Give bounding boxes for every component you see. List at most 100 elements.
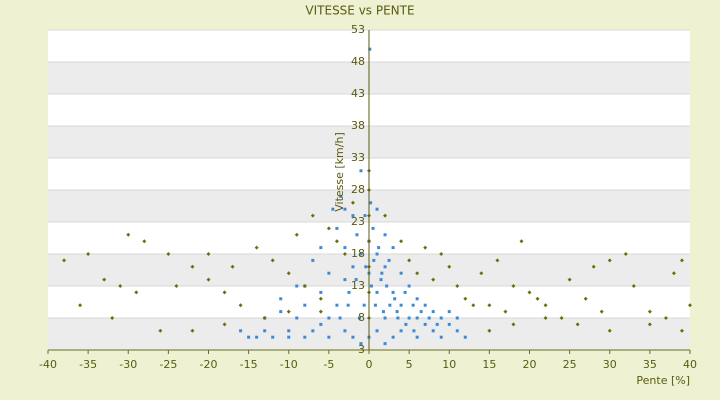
point <box>463 335 467 339</box>
point <box>404 322 408 326</box>
point <box>393 297 397 301</box>
point <box>270 258 275 263</box>
point <box>230 264 235 269</box>
point <box>295 316 299 320</box>
x-tick-label: 0 <box>366 358 373 371</box>
point <box>495 258 500 263</box>
point <box>327 271 331 275</box>
point <box>354 278 358 282</box>
point <box>415 316 419 320</box>
point <box>519 239 524 244</box>
point <box>363 214 367 218</box>
point <box>419 310 423 314</box>
y-tick-label: 8 <box>358 311 365 324</box>
point <box>343 207 347 211</box>
point <box>583 296 588 301</box>
point <box>487 303 492 308</box>
point <box>511 322 516 327</box>
point <box>527 290 532 295</box>
point <box>286 309 291 314</box>
point <box>591 264 596 269</box>
point <box>311 258 315 262</box>
point <box>287 335 291 339</box>
point <box>86 252 91 256</box>
point <box>343 246 347 250</box>
point <box>373 303 377 307</box>
point <box>403 290 407 294</box>
point <box>318 296 323 301</box>
y-tick-label: 13 <box>351 279 365 292</box>
point <box>423 303 427 307</box>
point <box>383 213 388 218</box>
point <box>110 316 115 320</box>
point <box>407 258 412 263</box>
point <box>206 252 211 256</box>
point <box>310 213 315 218</box>
point <box>380 271 384 275</box>
x-tick-label: -10 <box>280 358 298 371</box>
y-tick-label: 43 <box>351 87 365 100</box>
x-tick-label: 20 <box>523 358 537 371</box>
point <box>671 271 676 276</box>
x-tick-label: 25 <box>563 358 577 371</box>
point <box>279 310 283 314</box>
point <box>335 303 339 307</box>
point <box>383 316 387 320</box>
point <box>439 316 443 320</box>
point <box>368 47 372 51</box>
point <box>381 310 385 314</box>
point <box>375 290 379 294</box>
x-tick-label: -20 <box>200 358 218 371</box>
point <box>190 264 195 269</box>
point <box>134 290 139 295</box>
point <box>607 258 612 263</box>
point <box>383 233 387 237</box>
point <box>431 329 435 333</box>
point <box>347 290 351 294</box>
point <box>447 310 451 314</box>
point <box>431 277 436 282</box>
point <box>369 284 373 288</box>
x-axis-label: Pente [%] <box>636 374 690 387</box>
point <box>391 246 395 250</box>
x-tick-label: 30 <box>603 358 617 371</box>
point <box>142 239 147 244</box>
point <box>431 310 435 314</box>
point <box>327 316 331 320</box>
point <box>427 316 431 320</box>
point <box>359 342 363 346</box>
point <box>391 335 395 339</box>
x-tick-label: 35 <box>643 358 657 371</box>
point <box>331 207 335 211</box>
point <box>567 277 572 282</box>
point <box>238 303 243 308</box>
point <box>118 284 123 288</box>
point <box>362 303 366 307</box>
point <box>318 309 323 314</box>
point <box>334 239 339 244</box>
point <box>388 303 392 307</box>
point <box>383 342 387 346</box>
x-tick-label: -25 <box>159 358 177 371</box>
point <box>435 322 439 326</box>
axes: 38131823283338434853-40-35-30-25-20-15-1… <box>39 23 697 371</box>
point <box>343 329 347 333</box>
point <box>302 284 307 288</box>
point <box>543 303 548 308</box>
point <box>263 329 267 333</box>
point <box>126 232 131 237</box>
x-tick-label: 10 <box>442 358 456 371</box>
point <box>447 322 451 326</box>
x-tick-label: -5 <box>323 358 334 371</box>
point <box>355 233 359 237</box>
point <box>415 271 420 276</box>
y-tick-label: 53 <box>351 23 365 36</box>
x-tick-label: 40 <box>683 358 697 371</box>
point <box>631 284 636 288</box>
point <box>679 328 684 333</box>
point <box>339 194 343 198</box>
point <box>503 309 508 314</box>
point <box>399 271 403 275</box>
point <box>385 284 389 288</box>
